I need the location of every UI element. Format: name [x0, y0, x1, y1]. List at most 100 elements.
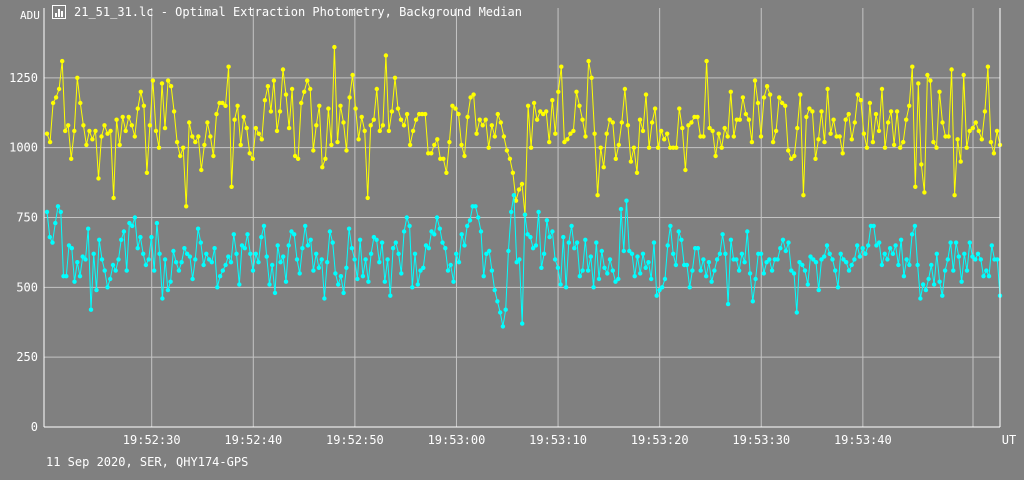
- data-point: [211, 153, 216, 159]
- data-point: [69, 156, 74, 161]
- data-point: [716, 131, 721, 136]
- data-point: [665, 131, 670, 136]
- data-point: [885, 257, 890, 262]
- data-point: [498, 120, 503, 125]
- data-point: [640, 128, 646, 134]
- data-point: [651, 240, 657, 245]
- title-bar: 21_51_31.lc - Optimal Extraction Photome…: [52, 3, 522, 21]
- data-point: [404, 111, 410, 117]
- data-point: [986, 274, 992, 279]
- data-point: [58, 209, 63, 215]
- data-point: [256, 131, 261, 136]
- tick-labels: 0 250 500 750 1000 1250 19:52:30 19:52:40 19:52:…: [9, 71, 1016, 447]
- data-point: [245, 232, 250, 237]
- data-point: [522, 212, 528, 217]
- data-point: [740, 95, 746, 100]
- data-point: [736, 268, 742, 273]
- data-point: [855, 92, 860, 97]
- data-point: [638, 271, 643, 276]
- data-point: [879, 262, 885, 268]
- data-point: [401, 229, 407, 234]
- data-point: [72, 279, 77, 284]
- data-point: [571, 128, 576, 134]
- data-point: [973, 257, 978, 262]
- data-point: [214, 111, 219, 117]
- grid-lines: [44, 8, 1000, 427]
- data-point: [940, 120, 945, 125]
- data-point: [783, 248, 788, 254]
- data-point: [769, 268, 775, 273]
- data-point: [286, 243, 291, 248]
- data-point: [572, 246, 577, 251]
- data-point: [610, 120, 615, 125]
- data-point: [360, 274, 366, 279]
- data-point: [447, 139, 452, 145]
- data-point: [286, 125, 292, 131]
- data-point: [108, 276, 113, 282]
- data-point: [259, 137, 264, 142]
- data-point: [223, 262, 228, 268]
- data-point: [121, 229, 127, 234]
- data-point: [861, 131, 867, 136]
- data-point: [357, 237, 363, 242]
- data-point: [725, 134, 730, 139]
- data-point: [952, 193, 957, 198]
- data-point: [635, 254, 640, 259]
- data-point: [147, 123, 153, 128]
- data-point: [662, 276, 668, 282]
- data-point: [649, 120, 655, 125]
- data-point: [462, 153, 467, 159]
- data-point: [44, 131, 50, 136]
- data-point: [395, 106, 401, 111]
- data-point: [876, 128, 882, 134]
- data-point: [574, 240, 580, 245]
- data-point: [165, 78, 171, 83]
- data-point: [556, 89, 561, 95]
- data-point: [687, 285, 692, 290]
- data-point: [157, 251, 162, 256]
- data-point: [710, 128, 715, 134]
- data-point: [130, 223, 135, 229]
- data-point: [825, 86, 830, 92]
- data-point: [885, 120, 891, 125]
- data-point: [78, 100, 83, 106]
- data-point: [813, 156, 818, 161]
- data-point: [978, 257, 983, 262]
- data-point: [500, 324, 506, 329]
- data-point: [619, 120, 624, 125]
- data-point: [982, 109, 988, 114]
- data-point: [262, 98, 268, 103]
- data-point: [495, 299, 500, 304]
- data-point: [47, 234, 52, 240]
- data-point: [767, 92, 773, 97]
- data-point: [910, 64, 915, 69]
- data-point: [123, 128, 128, 134]
- data-point: [898, 237, 904, 242]
- data-point: [223, 103, 228, 109]
- data-point: [695, 114, 700, 120]
- data-point: [110, 262, 116, 268]
- data-point: [989, 243, 994, 248]
- data-point: [484, 251, 489, 256]
- data-point: [60, 58, 65, 64]
- data-point: [835, 285, 841, 290]
- data-point: [349, 246, 355, 251]
- data-point: [50, 240, 55, 245]
- data-point: [994, 128, 1000, 134]
- data-point: [302, 89, 307, 95]
- data-point: [311, 148, 316, 153]
- data-point: [83, 257, 88, 262]
- data-point: [383, 53, 389, 58]
- data-point: [618, 206, 624, 212]
- data-point: [913, 184, 918, 189]
- data-point: [816, 287, 821, 293]
- data-point: [429, 151, 434, 156]
- data-point: [459, 232, 464, 237]
- data-point: [588, 254, 593, 259]
- data-point: [69, 246, 75, 251]
- data-point: [368, 251, 374, 256]
- data-point: [144, 170, 150, 175]
- data-point: [926, 276, 931, 282]
- data-point: [780, 237, 786, 242]
- data-point: [492, 287, 497, 293]
